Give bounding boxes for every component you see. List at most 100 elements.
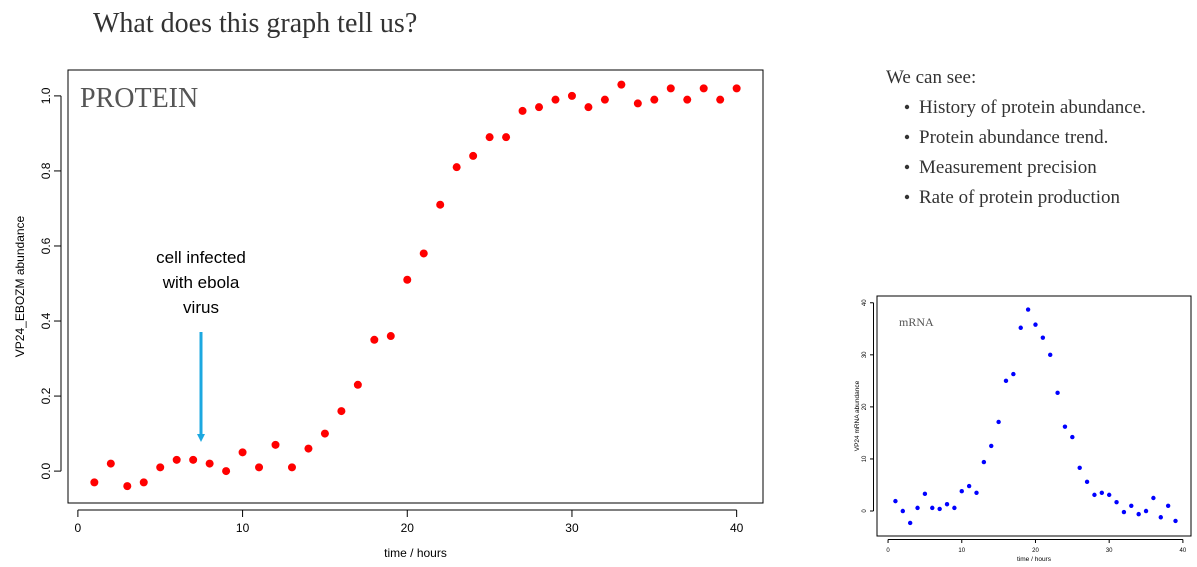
notes-heading: We can see:	[886, 67, 976, 88]
data-point	[353, 380, 362, 389]
slide-title: What does this graph tell us?	[93, 8, 417, 39]
x-tick-label: 40	[730, 521, 744, 535]
x-tick-label: 0	[886, 548, 890, 554]
data-point	[617, 80, 626, 89]
data-point	[90, 478, 99, 487]
data-point	[551, 95, 560, 104]
data-point	[1055, 390, 1060, 396]
data-point	[386, 332, 395, 341]
data-point	[1048, 352, 1053, 358]
data-point	[716, 95, 725, 104]
y-tick-label: 0.8	[39, 162, 53, 179]
x-tick-label: 10	[236, 521, 250, 535]
data-point	[683, 95, 692, 104]
data-point	[1106, 492, 1112, 498]
x-tick-label: 0	[75, 521, 82, 535]
bullet-dot	[904, 164, 910, 170]
data-point	[469, 151, 478, 160]
data-point	[1121, 509, 1127, 515]
y-tick-label: 30	[862, 351, 868, 358]
data-point	[600, 95, 609, 104]
data-point	[966, 483, 972, 489]
chart: 0 10 20 30 40 0.0 0.2 0.4 0.6 0.8 1.0 time / hours V…	[13, 69, 764, 560]
data-point	[699, 84, 708, 93]
data-point	[732, 84, 741, 93]
data-point	[981, 459, 987, 465]
data-point	[907, 520, 913, 526]
x-axis-title: time / hours	[384, 546, 447, 560]
data-point	[502, 133, 511, 142]
data-point	[1099, 490, 1105, 495]
data-point	[1084, 479, 1090, 485]
chart-label: PROTEIN	[80, 83, 198, 114]
data-point	[287, 463, 296, 472]
data-point	[1040, 335, 1046, 340]
data-point	[156, 463, 165, 472]
data-point	[974, 490, 979, 495]
bullet-dot	[904, 104, 910, 110]
data-point	[584, 103, 593, 112]
data-point	[1143, 508, 1149, 514]
data-point	[222, 467, 231, 476]
data-point	[205, 459, 214, 468]
data-point	[1018, 325, 1023, 330]
data-point	[255, 463, 264, 472]
x-axis-title: time / hours	[1017, 556, 1052, 563]
x-tick-label: 20	[1032, 548, 1039, 554]
y-tick-label: 1.0	[39, 87, 53, 104]
data-point	[1011, 371, 1016, 377]
data-point	[930, 505, 935, 511]
chart: 0 10 20 30 40 0 10 20 30 40 time / hours VP24 mRNA …	[854, 295, 1192, 563]
y-tick-label: 0.0	[39, 462, 53, 479]
data-point	[1158, 515, 1163, 520]
data-point	[535, 103, 544, 112]
data-point	[567, 91, 576, 100]
data-point	[893, 498, 898, 504]
y-tick-label: 10	[862, 455, 868, 462]
chart-label: mRNA	[899, 315, 934, 329]
data-point	[370, 335, 379, 344]
x-tick-label: 30	[565, 521, 579, 535]
data-point	[518, 106, 527, 115]
data-point	[666, 84, 675, 93]
x-tick-label: 30	[1106, 548, 1113, 554]
plot-frame	[876, 295, 1192, 537]
data-point	[304, 444, 313, 453]
data-point	[452, 163, 461, 172]
data-point	[1003, 378, 1009, 384]
data-point	[189, 455, 198, 464]
data-point	[633, 99, 642, 108]
data-point	[1129, 503, 1134, 509]
data-point	[996, 419, 1001, 425]
x-tick-label: 10	[958, 548, 965, 554]
data-point	[937, 506, 942, 512]
data-point	[944, 502, 950, 507]
y-tick-label: 0.2	[39, 387, 53, 404]
bullet-dot	[904, 194, 910, 200]
y-tick-label: 0.6	[39, 237, 53, 254]
y-axis-title: VP24_EBOZM abundance	[13, 215, 27, 357]
plot-frame	[67, 69, 764, 504]
data-point	[1062, 424, 1068, 429]
data-point	[922, 491, 928, 497]
data-point	[952, 505, 957, 511]
data-point	[650, 95, 659, 104]
data-point	[320, 429, 329, 438]
data-point	[419, 249, 428, 258]
bullet-text: Measurement precision	[919, 157, 1097, 178]
data-point	[1165, 503, 1171, 509]
data-point	[337, 407, 346, 416]
y-tick-label: 40	[862, 299, 868, 306]
data-point	[1070, 434, 1075, 440]
annotation: with ebola	[162, 273, 240, 292]
bullet-text: History of protein abundance.	[919, 97, 1146, 118]
data-point	[959, 489, 964, 494]
data-point	[900, 508, 905, 514]
bullet-text: Rate of protein production	[919, 187, 1121, 208]
data-point	[1151, 495, 1156, 501]
data-point	[139, 478, 148, 487]
data-point	[123, 482, 132, 491]
y-tick-label: 0	[862, 509, 868, 513]
data-point	[238, 448, 247, 457]
